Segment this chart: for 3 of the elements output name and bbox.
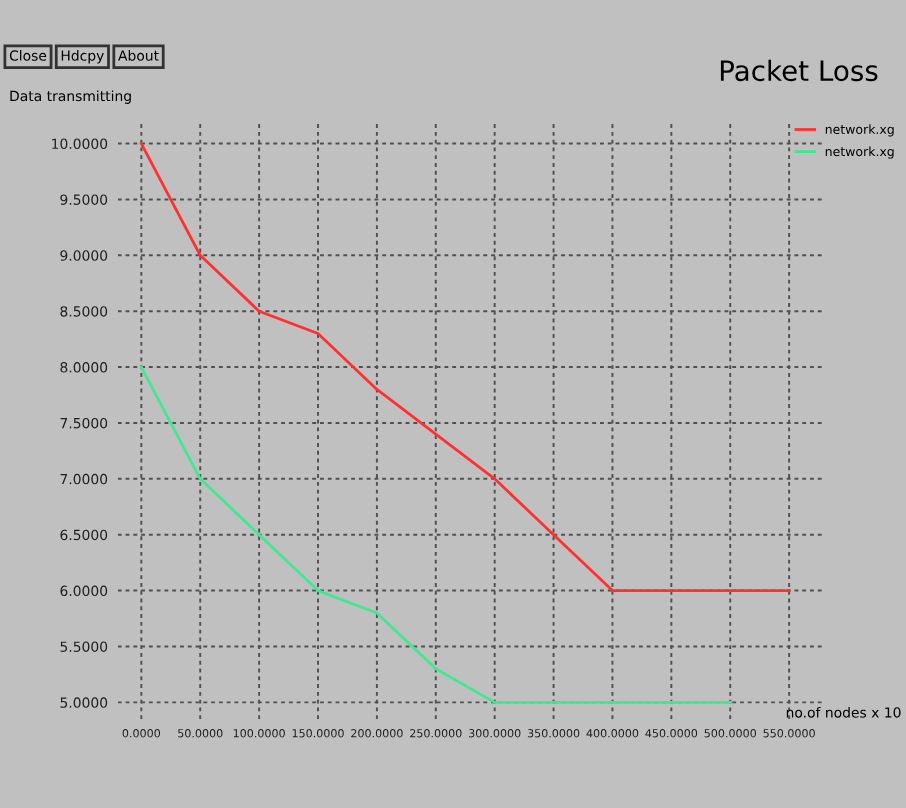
line-series <box>139 142 791 592</box>
chart-title: Packet Loss <box>720 59 878 82</box>
line-series <box>139 365 732 704</box>
